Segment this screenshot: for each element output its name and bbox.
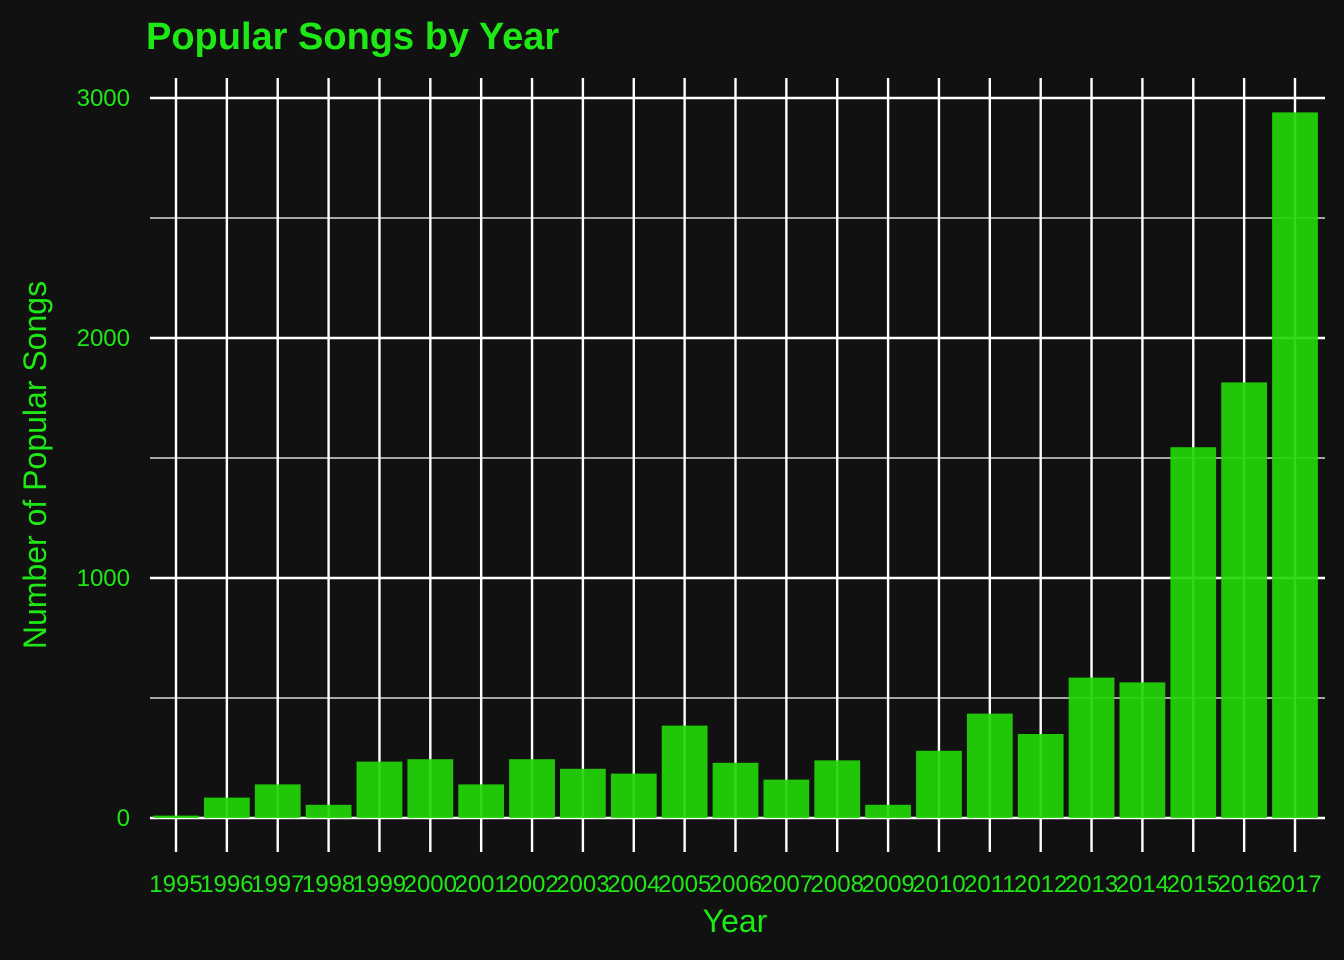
bar	[1170, 447, 1217, 818]
bar	[865, 804, 911, 818]
x-tick-label: 2008	[811, 871, 864, 898]
bars	[153, 112, 1318, 818]
x-tick-label: 2007	[760, 871, 813, 898]
x-tick-label: 1996	[200, 871, 253, 898]
x-tick-label: 2017	[1268, 871, 1321, 898]
bar	[305, 804, 352, 818]
y-axis-title: Number of Popular Songs	[17, 281, 53, 649]
y-tick-labels: 0 1000 2000 3000	[77, 85, 130, 832]
bar	[1119, 682, 1166, 818]
bar	[1068, 677, 1115, 818]
x-tick-label: 2001	[454, 871, 507, 898]
x-axis-title: Year	[703, 903, 768, 939]
x-tick-label: 2013	[1065, 871, 1118, 898]
bar	[763, 779, 810, 818]
bar	[966, 713, 1013, 818]
x-tick-label: 1995	[149, 871, 202, 898]
bar	[509, 759, 555, 818]
y-tick-label: 0	[117, 805, 130, 832]
x-tick-label: 2009	[861, 871, 914, 898]
x-tick-label: 1999	[353, 871, 406, 898]
x-tick-label: 2000	[404, 871, 457, 898]
x-tick-label: 2006	[709, 871, 762, 898]
bar	[356, 761, 403, 818]
bar	[254, 784, 301, 818]
bar	[661, 725, 708, 818]
y-tick-label: 2000	[77, 325, 130, 352]
bar	[1272, 112, 1318, 818]
bar	[610, 773, 657, 818]
bar	[712, 762, 759, 818]
x-tick-label: 2003	[556, 871, 609, 898]
x-tick-label: 2014	[1116, 871, 1169, 898]
chart-title: Popular Songs by Year	[146, 16, 559, 58]
bar	[560, 768, 606, 818]
x-tick-label: 2010	[912, 871, 965, 898]
x-tick-label: 2016	[1217, 871, 1270, 898]
bar	[814, 760, 861, 818]
y-tick-label: 3000	[77, 85, 130, 112]
x-tick-label: 2012	[1014, 871, 1067, 898]
x-tick-label: 1997	[251, 871, 304, 898]
x-tick-labels: 1995199619971998199920002001200220032004…	[149, 871, 1321, 898]
x-tick-label: 1998	[302, 871, 355, 898]
x-tick-label: 2005	[658, 871, 711, 898]
bar	[407, 759, 454, 818]
bar	[916, 750, 962, 818]
bar	[1017, 734, 1064, 818]
bar	[203, 797, 250, 818]
x-tick-label: 2011	[964, 871, 1016, 898]
x-tick-label: 2002	[505, 871, 558, 898]
x-tick-label: 2004	[607, 871, 660, 898]
bar	[153, 815, 199, 818]
x-tick-label: 2015	[1167, 871, 1220, 898]
bar	[1221, 382, 1268, 818]
bar	[458, 784, 505, 818]
y-tick-label: 1000	[77, 565, 130, 592]
